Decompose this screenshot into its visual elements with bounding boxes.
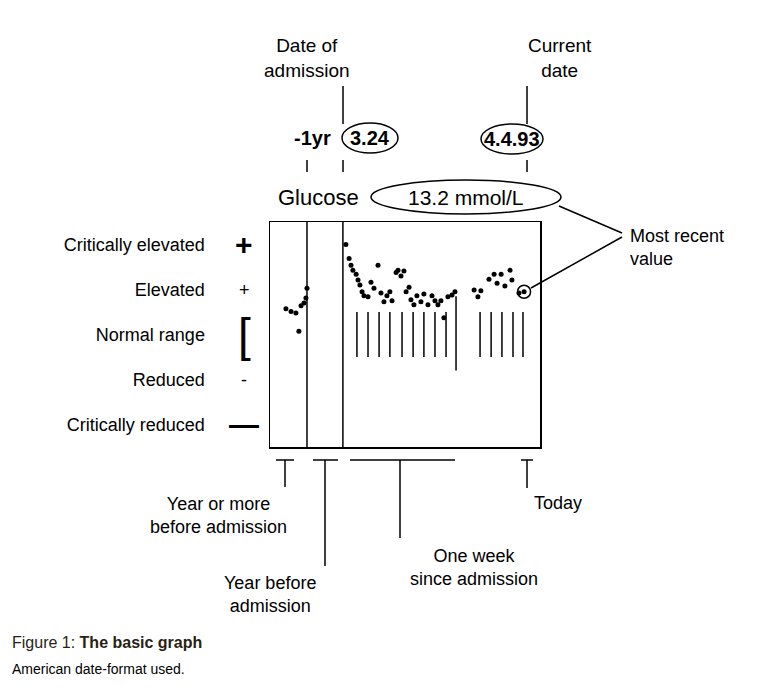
svg-text:Reduced: Reduced xyxy=(133,370,205,390)
svg-text:+: + xyxy=(239,280,250,300)
svg-text:13.2 mmol/L: 13.2 mmol/L xyxy=(408,186,524,209)
svg-text:Normal range: Normal range xyxy=(96,325,205,345)
svg-text:—: — xyxy=(229,408,259,441)
svg-text:American date-format used.: American date-format used. xyxy=(12,661,185,677)
svg-text:Year beforeadmission: Year beforeadmission xyxy=(224,573,316,616)
svg-text:-: - xyxy=(241,370,247,390)
svg-text:Glucose: Glucose xyxy=(278,185,359,210)
svg-text:Currentdate: Currentdate xyxy=(528,35,592,81)
svg-text:One weeksince admission: One weeksince admission xyxy=(410,546,538,589)
svg-text:Date ofadmission: Date ofadmission xyxy=(264,35,350,81)
svg-text:3.24: 3.24 xyxy=(350,127,390,149)
svg-text:+: + xyxy=(235,228,253,261)
svg-text:Critically reduced: Critically reduced xyxy=(67,415,205,435)
svg-text:Most recentvalue: Most recentvalue xyxy=(630,226,724,269)
svg-text:[: [ xyxy=(238,309,251,361)
svg-text:4.4.93: 4.4.93 xyxy=(484,128,540,150)
svg-text:Figure 1: The basic graph: Figure 1: The basic graph xyxy=(12,634,202,651)
svg-text:Year or morebefore admission: Year or morebefore admission xyxy=(150,494,287,537)
svg-text:-1yr: -1yr xyxy=(294,127,331,149)
svg-text:Today: Today xyxy=(534,493,582,513)
svg-text:Critically elevated: Critically elevated xyxy=(64,235,205,255)
svg-text:Elevated: Elevated xyxy=(135,280,205,300)
